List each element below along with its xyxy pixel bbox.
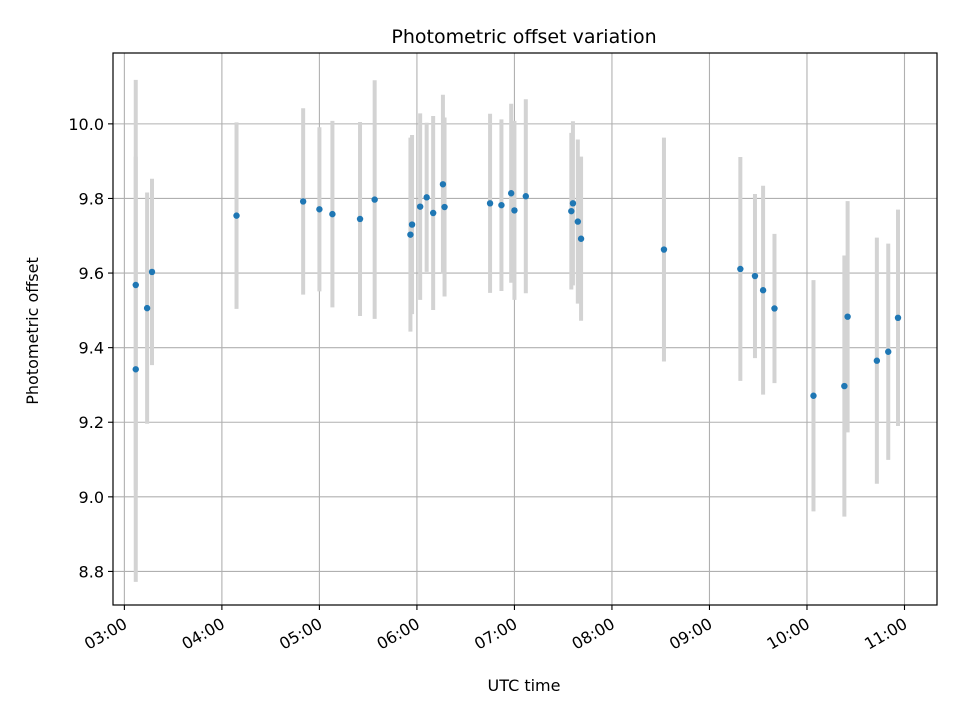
- x-axis-label: UTC time: [488, 676, 561, 695]
- data-point: [810, 392, 817, 399]
- data-point: [439, 181, 447, 188]
- data-point: [371, 196, 378, 203]
- data-point: [759, 287, 767, 294]
- y-tick-label: 10.0: [68, 115, 104, 134]
- data-point: [498, 201, 505, 209]
- plot-frame: [112, 52, 938, 606]
- data-point: [299, 198, 307, 205]
- chart-title: Photometric offset variation: [391, 26, 656, 48]
- data-point: [407, 231, 414, 238]
- data-point: [329, 210, 336, 218]
- data-point: [569, 200, 577, 207]
- data-point: [522, 193, 530, 200]
- data-point: [577, 235, 585, 242]
- data-point: [885, 348, 892, 355]
- data-point: [408, 221, 416, 228]
- y-axis-label: Photometric offset: [23, 257, 42, 405]
- data-point: [132, 366, 139, 373]
- data-point: [873, 357, 881, 364]
- data-point: [660, 246, 668, 253]
- data-point: [751, 272, 759, 280]
- data-point: [356, 215, 364, 223]
- data-point: [416, 203, 424, 210]
- y-tick-label: 9.4: [79, 339, 104, 358]
- y-tick-label: 9.6: [79, 264, 104, 283]
- data-point: [894, 314, 902, 322]
- y-tick-label: 9.2: [79, 413, 104, 432]
- data-points: [132, 181, 902, 399]
- y-tick-label: 9.0: [79, 488, 104, 507]
- y-tick-label: 9.8: [79, 189, 104, 208]
- data-point: [148, 268, 156, 276]
- data-point: [841, 382, 848, 390]
- data-point: [486, 200, 494, 207]
- data-point: [771, 305, 778, 312]
- data-point: [143, 304, 151, 312]
- data-point: [132, 281, 139, 289]
- data-point: [737, 265, 744, 273]
- data-point: [316, 206, 323, 213]
- data-point: [233, 212, 240, 219]
- data-point: [441, 203, 448, 211]
- data-point: [511, 207, 518, 214]
- data-point: [423, 194, 430, 201]
- data-point: [574, 218, 582, 225]
- data-point: [568, 207, 575, 215]
- data-point: [429, 209, 437, 217]
- data-point: [507, 190, 515, 197]
- y-tick-label: 8.8: [79, 562, 104, 581]
- y-axis: 8.8 9.0 9.2 9.4 9.6 9.8 10.0: [68, 115, 113, 581]
- data-point: [844, 313, 851, 320]
